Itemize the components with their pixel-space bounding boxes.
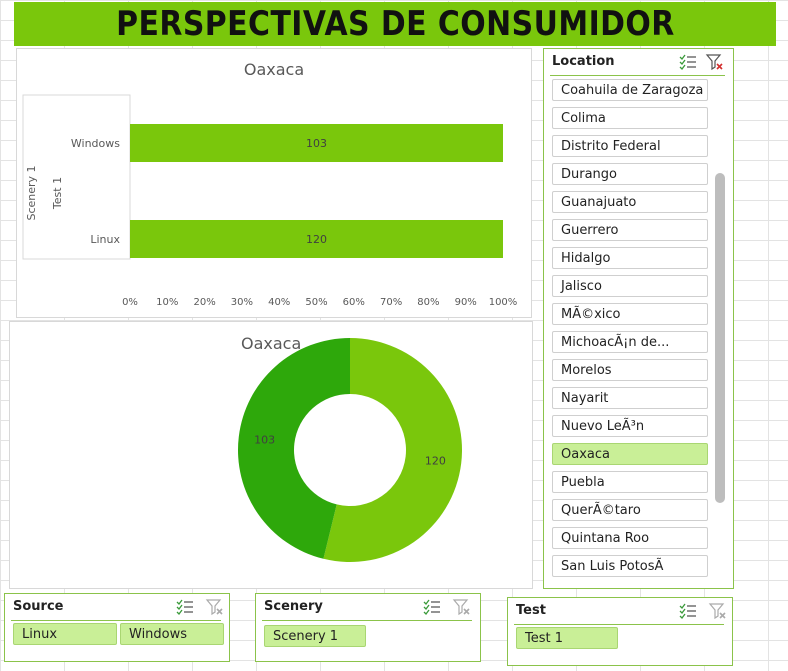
clear-filter-icon[interactable]: [705, 52, 725, 72]
location-item[interactable]: Guanajuato: [552, 191, 708, 213]
source-item-linux[interactable]: Linux: [13, 623, 117, 645]
clear-filter-icon[interactable]: [452, 597, 472, 617]
tick-label: 50%: [305, 297, 327, 308]
location-item[interactable]: MÃ©xico: [552, 303, 708, 325]
tick-label: 10%: [156, 297, 178, 308]
test-slicer-title: Test: [516, 603, 546, 618]
location-item[interactable]: Quintana Roo: [552, 527, 708, 549]
tick-label: 0%: [122, 297, 138, 308]
multi-select-icon[interactable]: [678, 52, 698, 72]
location-item[interactable]: MichoacÃ¡n de...: [552, 331, 708, 353]
scenery-slicer[interactable]: Scenery Scenery 1: [255, 593, 481, 662]
clear-filter-icon[interactable]: [205, 597, 225, 617]
source-slicer-header: Source: [11, 594, 223, 621]
tick-label: 40%: [268, 297, 290, 308]
location-item[interactable]: Nuevo LeÃ³n: [552, 415, 708, 437]
location-slicer[interactable]: Location Coahuila de Zaragoza Colima Distr…: [543, 48, 734, 589]
source-slicer-title: Source: [13, 599, 64, 614]
multi-select-icon[interactable]: [175, 597, 195, 617]
donut-slice: [237, 338, 350, 559]
slice-label: 120: [425, 454, 446, 467]
bar-chart-panel[interactable]: Oaxaca Scenery 1 Test 1 Windows 103 Linux 1…: [16, 48, 532, 318]
location-item[interactable]: Coahuila de Zaragoza: [552, 79, 708, 101]
tick-label: 20%: [193, 297, 215, 308]
multi-select-icon[interactable]: [678, 601, 698, 621]
category-label: Linux: [90, 233, 120, 246]
donut-slice: [323, 338, 462, 562]
dashboard-banner: PERSPECTIVAS DE CONSUMIDOR: [14, 2, 776, 46]
location-item[interactable]: Hidalgo: [552, 247, 708, 269]
bar-chart: Scenery 1 Test 1 Windows 103 Linux 120 0% 10%…: [22, 94, 518, 308]
location-item[interactable]: Puebla: [552, 471, 708, 493]
axis-title-outer: Scenery 1: [25, 165, 38, 220]
donut-chart: 120 103: [237, 338, 462, 562]
source-slicer[interactable]: Source Linux Windows: [4, 593, 230, 662]
bar: [130, 124, 503, 162]
tick-label: 70%: [380, 297, 402, 308]
category-label: Windows: [71, 137, 120, 150]
tick-label: 80%: [417, 297, 439, 308]
tick-label: 30%: [231, 297, 253, 308]
test-slicer-header: Test: [514, 598, 726, 625]
source-item-windows[interactable]: Windows: [120, 623, 224, 645]
dashboard-title: PERSPECTIVAS DE CONSUMIDOR: [115, 4, 675, 44]
location-item[interactable]: Distrito Federal: [552, 135, 708, 157]
tick-label: 90%: [455, 297, 477, 308]
location-item[interactable]: Jalisco: [552, 275, 708, 297]
clear-filter-icon[interactable]: [708, 601, 728, 621]
scenery-slicer-title: Scenery: [264, 599, 323, 614]
scenery-slicer-header: Scenery: [262, 594, 472, 621]
location-slicer-title: Location: [552, 54, 615, 69]
multi-select-icon[interactable]: [422, 597, 442, 617]
data-label: 103: [306, 137, 327, 150]
location-item[interactable]: Oaxaca: [552, 443, 708, 465]
location-item[interactable]: Nayarit: [552, 387, 708, 409]
bar-chart-title: Oaxaca: [243, 60, 305, 79]
location-scrollbar-thumb[interactable]: [715, 173, 725, 503]
donut-chart-title: Oaxaca: [241, 334, 302, 353]
location-item[interactable]: Colima: [552, 107, 708, 129]
axis-title-inner: Test 1: [51, 177, 64, 210]
scenery-item-scenery-1[interactable]: Scenery 1: [264, 625, 366, 647]
tick-label: 100%: [489, 297, 518, 308]
location-item[interactable]: QuerÃ©taro: [552, 499, 708, 521]
location-item[interactable]: Guerrero: [552, 219, 708, 241]
bar: [130, 220, 503, 258]
test-slicer[interactable]: Test Test 1: [507, 597, 733, 666]
location-item[interactable]: Morelos: [552, 359, 708, 381]
test-item-test-1[interactable]: Test 1: [516, 627, 618, 649]
tick-label: 60%: [343, 297, 365, 308]
donut-chart-panel[interactable]: Oaxaca 120 103: [9, 321, 533, 589]
slice-label: 103: [254, 434, 275, 447]
location-slicer-header: Location: [550, 49, 725, 76]
data-label: 120: [306, 233, 327, 246]
location-item[interactable]: San Luis PotosÃ: [552, 555, 708, 577]
location-item[interactable]: Durango: [552, 163, 708, 185]
